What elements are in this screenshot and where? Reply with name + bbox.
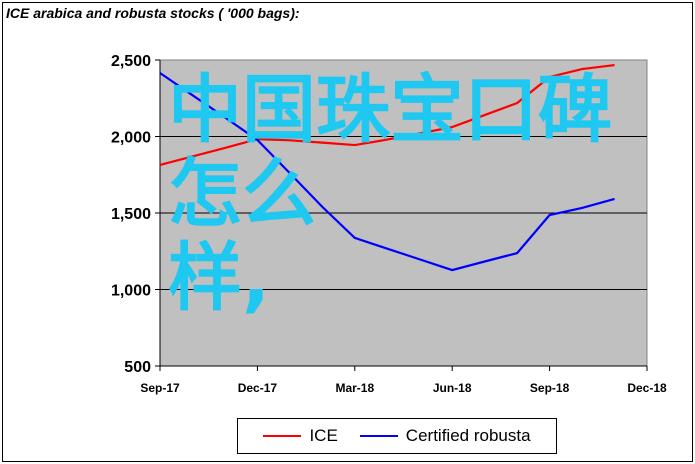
x-tick-label: Dec-17 <box>238 381 278 395</box>
watermark-overlay-text: 中国珠宝口碑怎么 样, <box>168 68 642 320</box>
x-tick-label: Jun-18 <box>433 381 472 395</box>
chart-title: ICE arabica and robusta stocks ( '000 ba… <box>6 5 300 21</box>
y-tick-label: 500 <box>124 359 151 376</box>
x-tick-label: Dec-18 <box>627 381 667 395</box>
overlay-line-2: 样, <box>168 235 271 321</box>
legend: ICE Certified robusta <box>237 418 557 454</box>
legend-swatch-robusta <box>359 435 398 437</box>
legend-label-ice: ICE <box>309 426 338 445</box>
x-tick-label: Mar-18 <box>335 381 374 395</box>
legend-swatch-ice <box>263 435 302 437</box>
legend-item-robusta: Certified robusta <box>359 426 531 446</box>
y-tick-label: 1,000 <box>111 283 151 300</box>
x-tick-label: Sep-17 <box>140 381 180 395</box>
legend-item-ice: ICE <box>263 426 338 446</box>
x-tick-label: Sep-18 <box>530 381 570 395</box>
y-tick-label: 2,500 <box>111 53 151 70</box>
overlay-line-1: 中国珠宝口碑怎么 <box>168 67 612 237</box>
y-tick-label: 1,500 <box>111 206 151 223</box>
y-tick-label: 2,000 <box>111 130 151 147</box>
legend-label-robusta: Certified robusta <box>405 426 531 445</box>
